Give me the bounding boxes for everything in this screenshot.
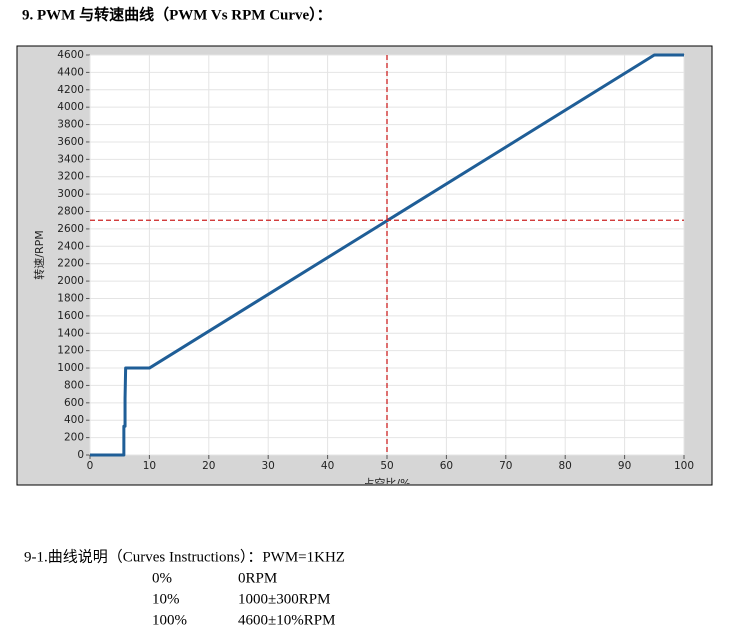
- x-tick-label: 20: [202, 460, 215, 472]
- y-tick-label: 2000: [57, 275, 84, 287]
- notes-cell: 100%: [152, 612, 187, 628]
- x-axis-label: 占空比/%: [363, 476, 410, 490]
- y-tick-label: 1600: [57, 310, 84, 322]
- y-tick-label: 3000: [57, 188, 84, 200]
- y-tick-label: 2800: [57, 206, 84, 218]
- y-tick-label: 3800: [57, 119, 84, 131]
- y-tick-label: 400: [64, 414, 84, 426]
- x-tick-label: 100: [674, 460, 694, 472]
- x-tick-label: 40: [321, 460, 334, 472]
- x-tick-label: 50: [380, 460, 393, 472]
- x-tick-label: 30: [262, 460, 275, 472]
- y-tick-label: 4600: [57, 49, 84, 61]
- y-tick-label: 4000: [57, 101, 84, 113]
- y-axis-label: 转速/RPM: [32, 230, 46, 279]
- y-tick-label: 1800: [57, 292, 84, 304]
- x-tick-label: 10: [143, 460, 156, 472]
- notes-cell: 10%: [152, 591, 180, 607]
- y-tick-label: 1000: [57, 362, 84, 374]
- y-tick-label: 800: [64, 379, 84, 391]
- x-tick-label: 60: [440, 460, 453, 472]
- y-tick-label: 0: [77, 449, 84, 461]
- y-tick-label: 3200: [57, 171, 84, 183]
- y-tick-label: 2400: [57, 240, 84, 252]
- y-tick-label: 600: [64, 397, 84, 409]
- y-tick-label: 2200: [57, 258, 84, 270]
- y-tick-label: 200: [64, 432, 84, 444]
- x-tick-label: 90: [618, 460, 631, 472]
- heading: 9. PWM 与转速曲线（PWM Vs RPM Curve）：: [22, 5, 332, 23]
- y-tick-label: 3600: [57, 136, 84, 148]
- y-tick-label: 4400: [57, 66, 84, 78]
- notes-title: 9-1.曲线说明（Curves Instructions）：PWM=1KHZ: [24, 548, 345, 565]
- x-tick-label: 70: [499, 460, 512, 472]
- notes-cell: 0RPM: [238, 570, 277, 586]
- y-tick-label: 1200: [57, 345, 84, 357]
- y-tick-label: 1400: [57, 327, 84, 339]
- y-tick-label: 4200: [57, 84, 84, 96]
- y-tick-label: 2600: [57, 223, 84, 235]
- x-tick-label: 0: [87, 460, 94, 472]
- notes-cell: 4600±10%RPM: [238, 612, 335, 628]
- data-line: [90, 53, 684, 457]
- y-tick-label: 3400: [57, 153, 84, 165]
- notes-cell: 0%: [152, 570, 172, 586]
- x-tick-label: 80: [559, 460, 572, 472]
- notes-cell: 1000±300RPM: [238, 591, 330, 607]
